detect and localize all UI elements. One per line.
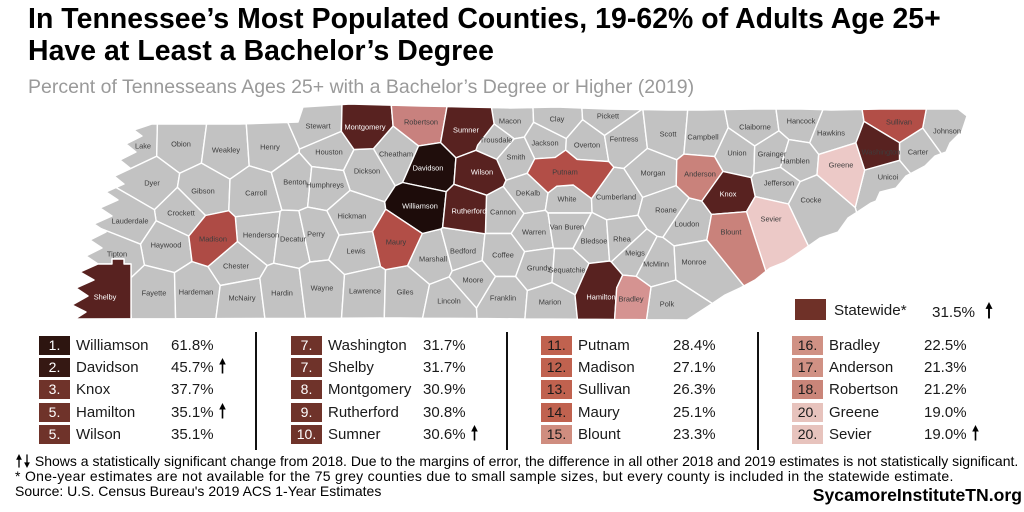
svg-text:Knox: Knox bbox=[720, 190, 737, 199]
svg-text:Greene: Greene bbox=[829, 161, 854, 170]
svg-text:Scott: Scott bbox=[660, 130, 677, 139]
svg-text:Cocke: Cocke bbox=[801, 196, 822, 205]
svg-text:Hancock: Hancock bbox=[787, 117, 816, 126]
svg-text:Warren: Warren bbox=[522, 228, 546, 237]
svg-text:Claiborne: Claiborne bbox=[739, 123, 771, 132]
svg-text:Monroe: Monroe bbox=[681, 258, 706, 267]
svg-text:Stewart: Stewart bbox=[305, 122, 330, 131]
svg-text:Trousdale: Trousdale bbox=[480, 136, 513, 145]
svg-text:Fayette: Fayette bbox=[142, 289, 167, 298]
svg-text:Johnson: Johnson bbox=[933, 127, 961, 136]
svg-text:Henderson: Henderson bbox=[243, 231, 279, 240]
svg-text:Washington: Washington bbox=[862, 148, 901, 157]
svg-text:Grundy: Grundy bbox=[527, 264, 552, 273]
svg-text:Anderson: Anderson bbox=[684, 170, 716, 179]
svg-text:Lewis: Lewis bbox=[347, 247, 366, 256]
svg-text:Meigs: Meigs bbox=[625, 249, 645, 258]
svg-text:Haywood: Haywood bbox=[151, 241, 182, 250]
svg-text:Weakley: Weakley bbox=[212, 146, 241, 155]
svg-text:Wayne: Wayne bbox=[311, 284, 334, 293]
svg-text:Polk: Polk bbox=[660, 300, 675, 309]
svg-text:Smith: Smith bbox=[507, 153, 526, 162]
svg-text:Obion: Obion bbox=[171, 140, 191, 149]
svg-text:DeKalb: DeKalb bbox=[516, 189, 540, 198]
svg-text:Cannon: Cannon bbox=[490, 208, 516, 217]
svg-text:Pickett: Pickett bbox=[597, 112, 619, 121]
svg-text:Blount: Blount bbox=[721, 228, 742, 237]
svg-text:McNairy: McNairy bbox=[228, 294, 255, 303]
svg-text:Perry: Perry bbox=[307, 230, 325, 239]
svg-text:Fentress: Fentress bbox=[610, 135, 639, 144]
svg-text:Carroll: Carroll bbox=[245, 189, 267, 198]
svg-text:Lake: Lake bbox=[135, 142, 151, 151]
svg-text:Bradley: Bradley bbox=[618, 295, 643, 304]
svg-text:McMinn: McMinn bbox=[643, 260, 669, 269]
svg-text:White: White bbox=[558, 195, 577, 204]
svg-text:Hardeman: Hardeman bbox=[179, 288, 214, 297]
svg-text:Sequatchie: Sequatchie bbox=[549, 266, 586, 275]
svg-text:Hardin: Hardin bbox=[271, 289, 293, 298]
svg-text:Lincoln: Lincoln bbox=[437, 297, 460, 306]
svg-text:Union: Union bbox=[727, 149, 746, 158]
svg-text:Hamilton: Hamilton bbox=[586, 293, 615, 302]
svg-text:Coffee: Coffee bbox=[492, 251, 514, 260]
svg-text:Jefferson: Jefferson bbox=[764, 179, 794, 188]
svg-text:Williamson: Williamson bbox=[402, 202, 438, 211]
svg-text:Clay: Clay bbox=[550, 115, 565, 124]
svg-text:Hamblen: Hamblen bbox=[780, 157, 810, 166]
svg-text:Decatur: Decatur bbox=[280, 235, 306, 244]
svg-text:Marshall: Marshall bbox=[419, 255, 447, 264]
svg-text:Tipton: Tipton bbox=[107, 250, 127, 259]
svg-text:Montgomery: Montgomery bbox=[344, 123, 385, 132]
svg-text:Macon: Macon bbox=[499, 117, 521, 126]
svg-text:Houston: Houston bbox=[315, 148, 343, 157]
svg-text:Robertson: Robertson bbox=[404, 118, 438, 127]
svg-text:Wilson: Wilson bbox=[471, 168, 493, 177]
svg-text:Shelby: Shelby bbox=[94, 293, 117, 302]
svg-text:Humphreys: Humphreys bbox=[306, 181, 344, 190]
svg-text:Rutherford: Rutherford bbox=[452, 207, 487, 216]
svg-text:Crockett: Crockett bbox=[167, 209, 195, 218]
svg-text:Chester: Chester bbox=[223, 262, 249, 271]
svg-text:Moore: Moore bbox=[463, 276, 484, 285]
svg-text:Hickman: Hickman bbox=[338, 212, 367, 221]
svg-text:Lawrence: Lawrence bbox=[349, 287, 381, 296]
svg-text:Bledsoe: Bledsoe bbox=[581, 237, 608, 246]
svg-text:Benton: Benton bbox=[283, 178, 306, 187]
svg-text:Sevier: Sevier bbox=[761, 215, 782, 224]
svg-text:Van Buren: Van Buren bbox=[550, 223, 584, 232]
svg-text:Cumberland: Cumberland bbox=[596, 193, 636, 202]
svg-text:Dickson: Dickson bbox=[354, 167, 380, 176]
svg-text:Maury: Maury bbox=[386, 238, 407, 247]
svg-text:Madison: Madison bbox=[199, 235, 227, 244]
svg-text:Roane: Roane bbox=[655, 206, 677, 215]
svg-text:Marion: Marion bbox=[539, 298, 562, 307]
svg-text:Davidson: Davidson bbox=[413, 164, 444, 173]
svg-text:Giles: Giles bbox=[397, 288, 414, 297]
svg-text:Overton: Overton bbox=[574, 141, 600, 150]
svg-text:Gibson: Gibson bbox=[191, 187, 214, 196]
svg-text:Unicoi: Unicoi bbox=[878, 173, 899, 182]
svg-text:Franklin: Franklin bbox=[490, 294, 516, 303]
svg-text:Grainger: Grainger bbox=[758, 150, 787, 159]
svg-text:Morgan: Morgan bbox=[640, 169, 665, 178]
svg-text:Putnam: Putnam bbox=[552, 168, 577, 177]
svg-text:Cheatham: Cheatham bbox=[379, 150, 413, 159]
svg-text:Sullivan: Sullivan bbox=[886, 118, 912, 127]
svg-text:Dyer: Dyer bbox=[144, 179, 160, 188]
svg-text:Bedford: Bedford bbox=[450, 247, 476, 256]
svg-text:Sumner: Sumner bbox=[453, 126, 479, 135]
svg-text:Lauderdale: Lauderdale bbox=[112, 217, 149, 226]
svg-text:Rhea: Rhea bbox=[613, 235, 632, 244]
svg-text:Hawkins: Hawkins bbox=[817, 129, 845, 138]
svg-text:Loudon: Loudon bbox=[675, 220, 700, 229]
svg-text:Carter: Carter bbox=[908, 148, 929, 157]
svg-text:Campbell: Campbell bbox=[687, 133, 719, 142]
svg-text:Henry: Henry bbox=[260, 143, 280, 152]
svg-text:Jackson: Jackson bbox=[531, 139, 558, 148]
